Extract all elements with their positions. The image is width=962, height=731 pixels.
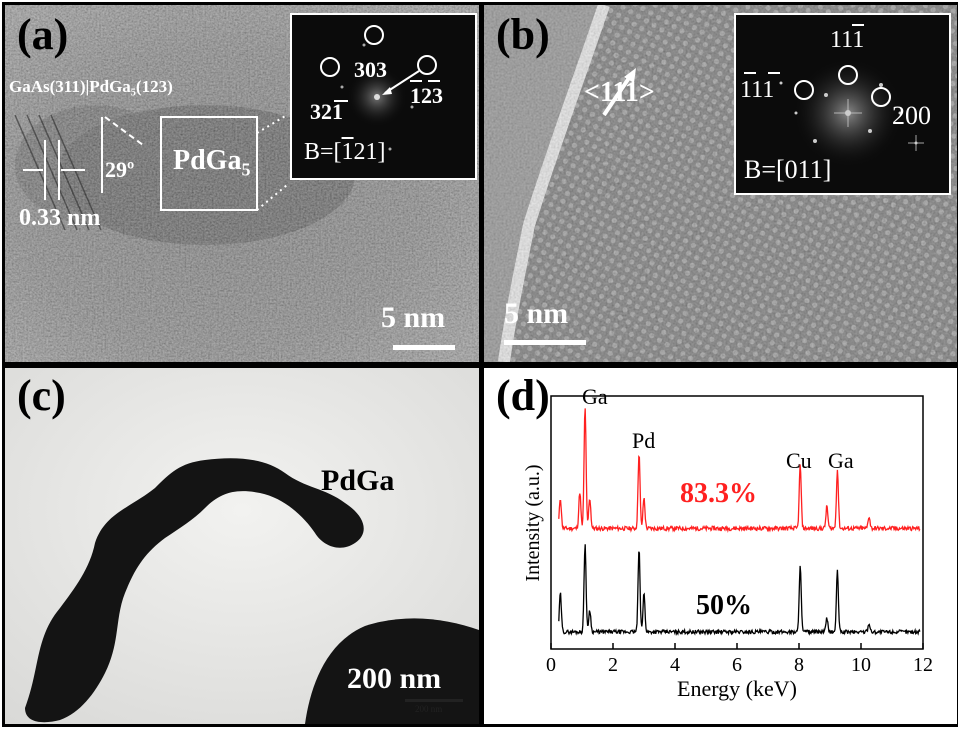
- phase-sub: 5: [241, 159, 251, 180]
- x-tick-label: 10: [851, 654, 871, 676]
- x-axis-ticks: 0 2 4 6 8 10 12: [546, 643, 933, 676]
- phase-label-c: PdGa: [321, 464, 395, 497]
- inset-b-pattern: [744, 24, 924, 168]
- black-series-label: 50%: [696, 590, 752, 621]
- nanowire-secondary: [305, 618, 479, 724]
- eds-chart: 0 2 4 6 8 10 12 Energy (keV) Intensity (a.u.): [522, 395, 933, 701]
- panel-label-d: (d): [496, 371, 550, 420]
- scale-bar-b: [504, 340, 586, 345]
- scale-label-c-small: 200 nm: [415, 704, 443, 714]
- panel-b: (b) <111> 5 nm 111 111 20: [484, 5, 957, 362]
- x-tick-label: 4: [670, 654, 680, 676]
- selection-box: [160, 116, 258, 211]
- diffraction-inset-b: 111 111 200 B=[011]: [734, 13, 951, 195]
- inset-b-spot-top: 111: [830, 27, 865, 53]
- direction-arrow: [602, 73, 633, 117]
- inset-b-spot-left: 111: [740, 77, 775, 103]
- diffraction-inset-a: 303 321 123 B=[121]: [290, 13, 477, 180]
- series-black-spectrum: [558, 544, 921, 637]
- inset-b-zone-axis: B=[011]: [744, 155, 832, 184]
- inset-a-spot-303: 303: [354, 57, 387, 82]
- x-tick-label: 0: [546, 654, 556, 676]
- panel-a: (a) GaAs(311)|PdGa₅(123) 29º 0.33 nm PdG…: [5, 5, 479, 362]
- panel-label-a: (a): [17, 10, 69, 59]
- panel-label-c: (c): [17, 371, 66, 420]
- x-axis-label: Energy (keV): [677, 676, 797, 701]
- panel-label-b: (b): [496, 10, 550, 59]
- interface-label: GaAs(311)|PdGa₅(123): [9, 77, 173, 96]
- scale-label-b: 5 nm: [504, 297, 569, 330]
- series-red-spectrum: [558, 408, 921, 534]
- peak-label-ga: Ga: [582, 384, 608, 409]
- scale-label-c: 200 nm: [347, 662, 442, 695]
- inset-a-spot-123: 123: [410, 83, 443, 108]
- scale-bar-c: [405, 699, 463, 702]
- peak-label-ga2: Ga: [828, 448, 854, 473]
- spacing-label: 0.33 nm: [19, 205, 101, 231]
- peak-label-pd: Pd: [632, 428, 656, 453]
- nanowire-main: [25, 458, 364, 723]
- red-series-label: 83.3%: [680, 478, 757, 509]
- phase-main: PdGa: [173, 145, 242, 176]
- inset-a-pattern: [320, 25, 440, 151]
- phase-label-a: PdGa5: [173, 145, 250, 181]
- angle-label: 29º: [105, 157, 135, 182]
- scale-label-a: 5 nm: [381, 301, 446, 334]
- inset-b-spot-right: 200: [892, 101, 931, 130]
- x-tick-label: 8: [794, 654, 804, 676]
- scale-bar-a: [393, 345, 455, 350]
- inset-a-spot-321: 321: [310, 99, 343, 124]
- inset-a-zone-axis: B=[121]: [304, 139, 386, 165]
- peak-label-cu: Cu: [786, 448, 812, 473]
- direction-label: <111>: [584, 77, 655, 108]
- x-tick-label: 12: [913, 654, 933, 676]
- panel-d: 0 2 4 6 8 10 12 Energy (keV) Intensity (a.u.) …: [484, 368, 957, 724]
- panel-c: (c) PdGa 200 nm 200 nm: [5, 368, 479, 724]
- panel-c-image: [5, 368, 479, 724]
- x-tick-label: 2: [608, 654, 618, 676]
- x-tick-label: 6: [732, 654, 742, 676]
- y-axis-label: Intensity (a.u.): [522, 464, 544, 581]
